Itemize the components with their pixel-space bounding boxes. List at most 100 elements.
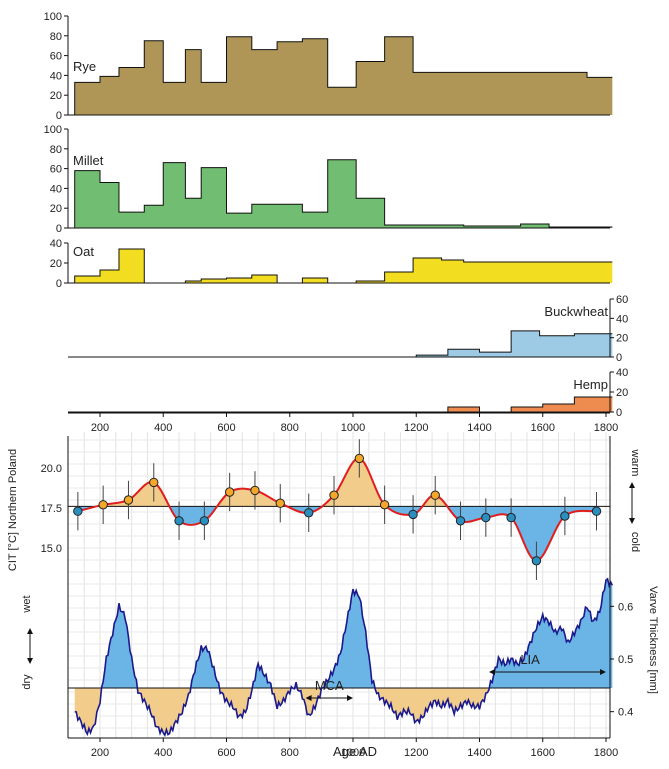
panel-label-hemp: Hemp [573, 377, 608, 392]
varve-y-label: Varve Thickness [mm] [647, 586, 659, 694]
temp-area-cold [77, 506, 597, 561]
y-tick-label: 80 [50, 144, 62, 156]
y-tick-label: 80 [50, 31, 62, 43]
x-tick-label: 400 [154, 422, 172, 434]
panel-label-rye: Rye [73, 59, 96, 74]
annotation-cold: cold [629, 532, 641, 552]
panel-label-buckwheat: Buckwheat [544, 304, 608, 319]
panel-hemp: 0 20 40 Hemp [68, 367, 628, 419]
panel-label-oat: Oat [73, 244, 94, 259]
period-mca: MCA [305, 678, 353, 701]
annotation-dry: dry [21, 674, 33, 690]
x-tick-label: 600 [217, 747, 235, 759]
x-tick-label: 1000 [341, 747, 365, 759]
temp-point [531, 556, 542, 566]
temp-point [379, 500, 390, 510]
temp-point [455, 516, 466, 526]
panel-oat: 0 20 40 Oat [50, 238, 613, 290]
series-area-hemp [74, 397, 613, 412]
x-tick-label: 1000 [341, 422, 365, 434]
panel-rye: 0 20 40 60 80 100 Rye [44, 11, 613, 122]
series-line-hemp [74, 396, 613, 413]
x-tick-label: 1400 [467, 422, 491, 434]
y-tick-label: 0 [56, 278, 62, 290]
temp-point [408, 509, 418, 520]
x-tick-label: 1600 [531, 747, 555, 759]
x-axis-label: Age AD [333, 744, 377, 759]
x-axis-bottom: 200 400 600 800 1000 1200 1400 1600 1800 [68, 737, 618, 759]
temp-point [123, 495, 134, 505]
x-tick-label: 1800 [594, 422, 618, 434]
y-tick-label: 40 [616, 313, 628, 325]
arrow-head-left [488, 669, 495, 675]
series-line-rye [74, 36, 613, 115]
series-area-millet [74, 159, 613, 228]
x-axes: 200 400 600 800 1000 1200 1400 1600 1800 200 400 60… [68, 412, 618, 759]
y-tick-label: 40 [50, 238, 62, 250]
arrow-head-right [600, 669, 606, 675]
varve-y-tick-label: 0.4 [618, 707, 633, 719]
y-tick-label: 40 [616, 367, 628, 379]
y-tick-label: 40 [50, 70, 62, 82]
varve-area-wet [101, 578, 613, 688]
y-tick-label: 100 [44, 11, 62, 23]
y-tick-label: 20 [50, 203, 62, 215]
temp-point [481, 512, 491, 523]
temp-point [591, 506, 602, 516]
arrow-head-right [347, 695, 353, 701]
temp-point [73, 506, 83, 516]
x-tick-label: 1200 [404, 747, 428, 759]
panel-buckwheat: 0 20 40 60 Buckwheat [68, 294, 628, 364]
temp-point [98, 500, 108, 510]
varve-area-dry [74, 687, 613, 736]
varve-y-tick-label: 0.6 [618, 601, 633, 613]
varve-line [74, 577, 614, 737]
y-tick-label: 60 [50, 164, 62, 176]
temp-y-tick-label: 17.5 [41, 503, 62, 515]
y-tick-label: 40 [50, 183, 62, 195]
series-line-buckwheat [74, 330, 613, 358]
arrow-head-down [27, 658, 33, 664]
y-tick-label: 60 [50, 51, 62, 63]
x-tick-label: 1400 [467, 747, 491, 759]
temp-point [329, 490, 339, 500]
temp-point [506, 512, 516, 523]
x-tick-label: 200 [91, 422, 109, 434]
temp-point [199, 516, 210, 526]
x-tick-label: 400 [154, 747, 172, 759]
y-tick-label: 20 [616, 387, 628, 399]
temp-point [560, 511, 570, 521]
x-tick-label: 1200 [404, 422, 428, 434]
temp-y-tick-label: 20.0 [41, 463, 62, 475]
arrow-head-down [629, 518, 635, 524]
temp-point [304, 508, 314, 518]
x-tick-label: 200 [91, 747, 109, 759]
period-label-mca: MCA [315, 678, 344, 693]
y-tick-label: 0 [616, 352, 622, 364]
temp-point [430, 490, 440, 500]
period-label-lia: LIA [520, 652, 540, 667]
temp-point [275, 498, 285, 508]
temperature-panel: 15.0 17.5 20.0 CIT [°C] Northern Poland warm… [7, 436, 641, 580]
y-tick-label: 100 [44, 124, 62, 136]
panel-millet: 0 20 40 60 80 100 Millet [44, 124, 613, 235]
temp-point [174, 516, 184, 526]
annotation-wet: wet [21, 595, 33, 613]
temp-point [354, 453, 365, 464]
y-tick-label: 0 [56, 110, 62, 122]
temp-point [149, 477, 159, 488]
crop-panels: 0 20 40 60 80 100 Rye 0 20 40 60 80 100 Millet 0 20 40 Oa… [44, 11, 629, 419]
temp-y-tick-label: 15.0 [41, 543, 62, 555]
x-tick-label: 800 [281, 422, 299, 434]
arrow-head-up [27, 628, 33, 634]
period-lia: LIA [488, 652, 606, 675]
series-area-oat [74, 249, 613, 283]
y-tick-label: 0 [56, 223, 62, 235]
arrow-head-up [629, 482, 635, 488]
x-axis-top: 200 400 600 800 1000 1200 1400 1600 1800 [68, 412, 618, 434]
varve-panel: 0.4 0.5 0.6 Varve Thickness [mm] wet dry MCA LI… [21, 577, 659, 738]
temp-point [224, 487, 235, 497]
series-area-rye [74, 36, 613, 115]
arrow-head-left [305, 695, 312, 701]
